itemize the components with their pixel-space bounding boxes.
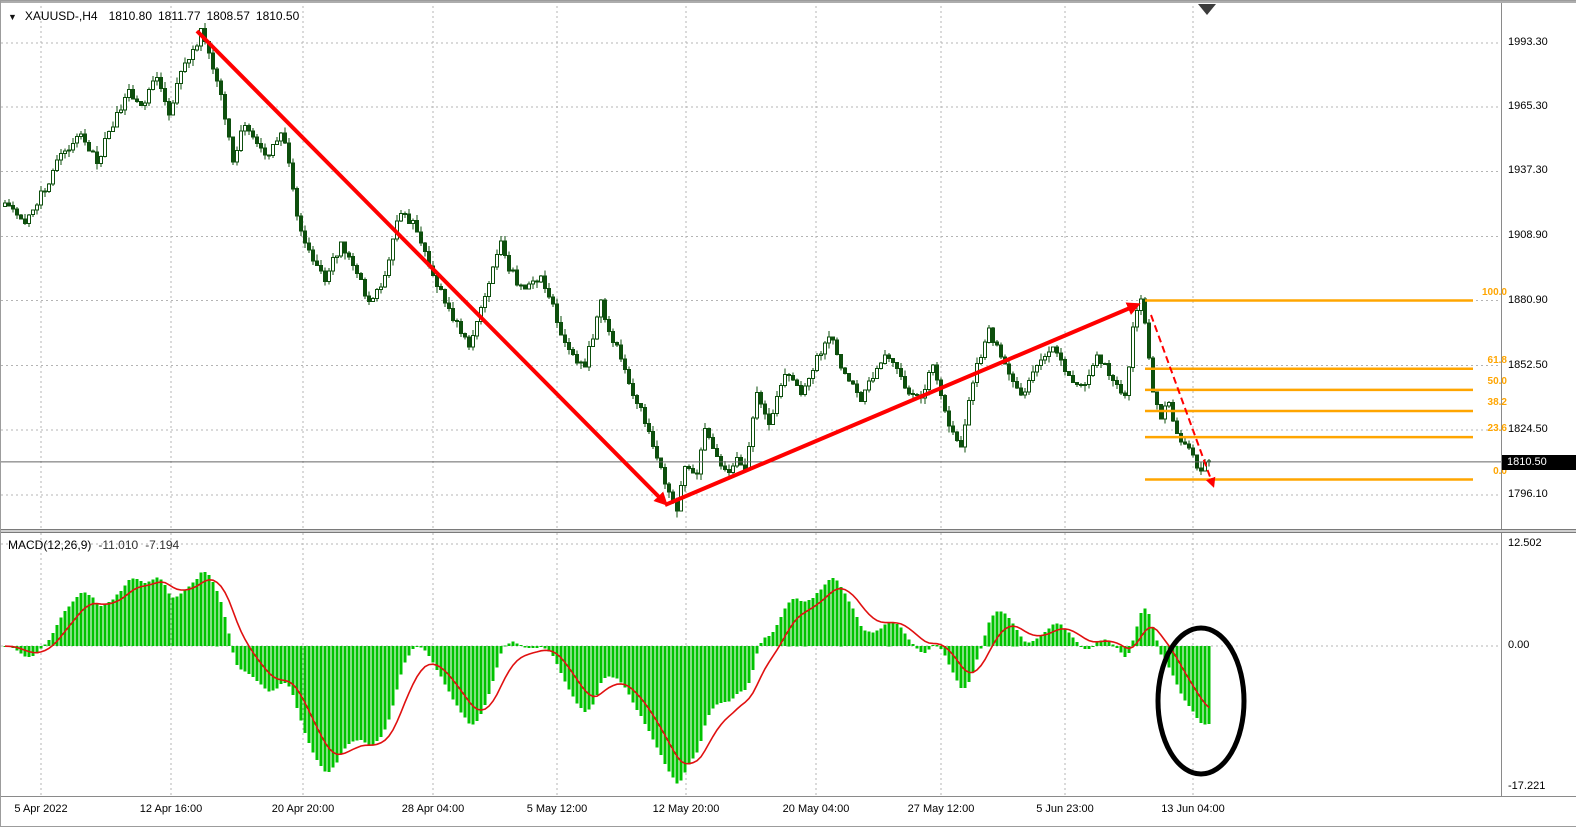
indicator-label: MACD(12,26,9) -11.010 -7.194: [8, 538, 179, 552]
indicator-scale-label: 0.00: [1508, 639, 1530, 652]
price-scale-label: 1796.10: [1508, 487, 1548, 500]
time-axis-label: 12 May 20:00: [652, 803, 720, 815]
price-scale-label: 1908.90: [1508, 229, 1548, 242]
chart-header: ▼ XAUUSD-,H4 1810.80 1811.77 1808.57 1810.50: [8, 9, 305, 23]
time-axis[interactable]: 5 Apr 2022 12 Apr 16:00 20 Apr 20:00 28 Apr…: [1, 797, 1576, 826]
candlestick-series: [3, 23, 1211, 518]
ohlc-low-value: 1808.57: [206, 9, 250, 23]
fib-level-label: 61.8: [1487, 354, 1507, 366]
trend-arrow[interactable]: [195, 29, 668, 506]
fib-level-label: 0.0: [1493, 465, 1507, 477]
macd-histogram: [3, 571, 1211, 784]
fibonacci-retracement[interactable]: [1145, 299, 1473, 481]
time-axis-label: 5 Jun 23:00: [1036, 803, 1094, 815]
time-axis-label: 5 Apr 2022: [14, 803, 68, 815]
time-axis-label: 12 Apr 16:00: [139, 803, 203, 815]
indicator-scale-label: -17.221: [1508, 780, 1546, 792]
time-axis-label: 13 Jun 04:00: [1161, 803, 1225, 815]
time-axis-separator: [1, 796, 1576, 797]
fib-level-label: 100.0: [1481, 286, 1507, 298]
fib-level-label: 23.6: [1487, 423, 1507, 435]
ohlc-close-value: 1810.50: [255, 9, 300, 23]
trend-arrow[interactable]: [1150, 314, 1216, 488]
symbol-dropdown-icon[interactable]: ▼: [8, 12, 17, 22]
price-scale-label: 1965.30: [1508, 100, 1548, 113]
macd-indicator-pane[interactable]: [1, 533, 1501, 796]
price-scale-label: 1937.30: [1508, 164, 1548, 177]
chart-shift-marker[interactable]: [1198, 4, 1216, 15]
fib-level-label: 38.2: [1487, 396, 1507, 408]
indicator-name: MACD(12,26,9): [8, 538, 92, 552]
main-chart-pane[interactable]: [1, 1, 1501, 529]
price-scale[interactable]: 1993.30 1965.30 1937.30 1908.90 1880.90 1852.…: [1502, 1, 1576, 529]
current-price-badge: 1810.50: [1502, 454, 1576, 470]
time-axis-label: 20 May 04:00: [782, 803, 850, 815]
ohlc-open-value: 1810.80: [108, 9, 152, 23]
trend-arrows[interactable]: [195, 29, 1216, 507]
price-scale-label: 1880.90: [1508, 293, 1548, 306]
time-axis-label: 27 May 12:00: [907, 803, 975, 815]
ohlc-high-value: 1811.77: [158, 9, 201, 23]
window-top-border: [1, 1, 1576, 3]
indicator-signal-value: -7.194: [145, 538, 180, 552]
time-axis-label: 28 Apr 04:00: [401, 803, 465, 815]
price-scale-label: 1852.50: [1508, 358, 1548, 371]
pane-resize-divider[interactable]: [1, 529, 1576, 533]
time-axis-label: 20 Apr 20:00: [271, 803, 335, 815]
fib-level-label: 50.0: [1487, 375, 1507, 387]
macd-signal-line: [4, 578, 1210, 765]
trend-arrow[interactable]: [664, 302, 1141, 507]
price-scale-label: 1824.50: [1508, 422, 1548, 435]
indicator-main-value: -11.010: [98, 538, 139, 552]
price-scale-separator: [1501, 1, 1502, 796]
indicator-scale-label: 12.502: [1508, 537, 1542, 549]
macd-grid: [1, 533, 1501, 796]
symbol-timeframe-label: XAUUSD-,H4: [24, 9, 98, 23]
indicator-scale[interactable]: 12.502 0.00 -17.221: [1502, 533, 1576, 796]
price-scale-label: 1993.30: [1508, 35, 1548, 48]
time-axis-label: 5 May 12:00: [526, 803, 588, 815]
highlight-ellipse[interactable]: [1155, 625, 1247, 777]
